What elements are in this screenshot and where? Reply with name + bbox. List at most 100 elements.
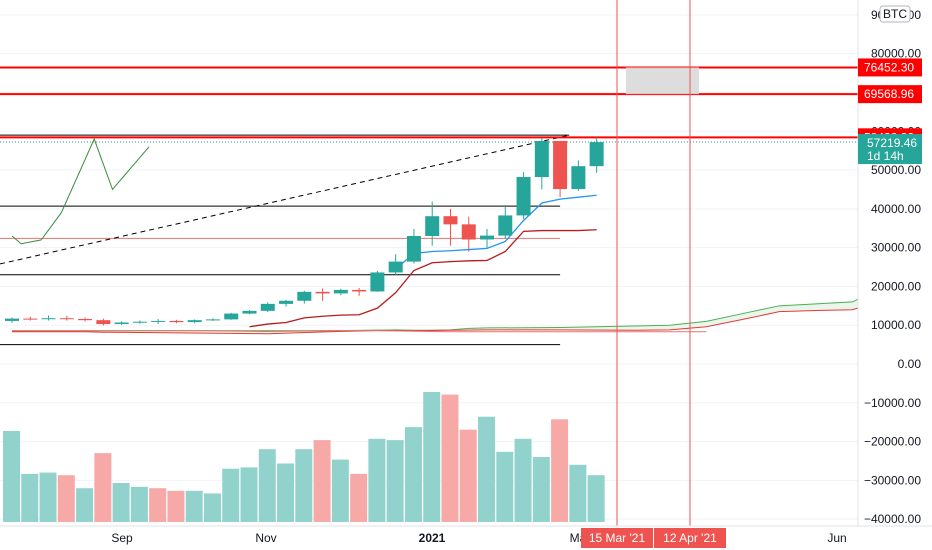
volume-bar xyxy=(222,468,240,522)
volume-bar xyxy=(496,451,514,522)
price-tick-label: 50000.00 xyxy=(871,163,921,177)
last-price-tag-text: 57219.46 xyxy=(867,136,917,150)
candle-body xyxy=(169,320,184,323)
price-tick-label: 10000.00 xyxy=(871,318,921,332)
volume-bar xyxy=(39,472,57,522)
candle-body xyxy=(388,261,403,273)
volume-bar xyxy=(441,394,459,522)
level-price-tag-text: 76452.30 xyxy=(864,60,914,74)
price-tick-label: −20000.00 xyxy=(864,435,921,449)
candle-body xyxy=(187,320,202,323)
volume-bar xyxy=(532,457,550,522)
volume-bar xyxy=(149,488,167,522)
candle-body xyxy=(425,216,440,236)
candle-body xyxy=(498,215,513,236)
price-tick-label: 40000.00 xyxy=(871,202,921,216)
candle-body xyxy=(571,166,586,190)
level-price-tag-text: 69568.96 xyxy=(864,87,914,101)
cloud-fill xyxy=(12,284,889,334)
candle-body xyxy=(224,313,239,320)
volume-bar xyxy=(258,449,276,522)
candle-body xyxy=(205,319,220,321)
price-axis[interactable]: 90000.0080000.0070000.0060000.0050000.00… xyxy=(857,0,932,550)
price-tick-label: −40000.00 xyxy=(864,512,921,526)
zone-rect xyxy=(625,67,699,95)
volume-bar xyxy=(203,493,221,522)
moving-averages xyxy=(11,137,597,328)
time-tick-label: 2021 xyxy=(419,531,446,545)
candle-body xyxy=(23,318,38,320)
highlight-zone xyxy=(625,67,699,95)
trend-line xyxy=(0,134,570,265)
red-flat-line xyxy=(12,330,707,333)
price-axis-bg xyxy=(858,0,932,550)
volume-bar xyxy=(112,483,130,522)
green-indicator-line xyxy=(11,137,150,245)
volume-bar xyxy=(331,459,349,522)
volume-bar xyxy=(3,431,20,522)
date-highlight-tag xyxy=(581,528,653,548)
candles xyxy=(5,137,604,326)
cloud-lower-line xyxy=(12,297,890,335)
last-price-tag xyxy=(858,134,922,165)
symbol-badge-text: BTC xyxy=(883,7,907,21)
candle-body xyxy=(114,322,129,325)
time-axis-bg xyxy=(0,526,932,550)
volume-bar xyxy=(478,416,496,522)
volume-bar xyxy=(130,486,148,522)
volume-bar xyxy=(459,429,477,522)
candle-body xyxy=(370,272,385,292)
volume-bar xyxy=(350,473,368,522)
volume-bar xyxy=(277,463,295,522)
candle-body xyxy=(41,318,56,320)
horizontal-lines xyxy=(0,66,858,346)
candle-body xyxy=(589,142,604,167)
volume-bars xyxy=(3,392,605,522)
blue-ma-line xyxy=(395,194,597,270)
candle-body xyxy=(461,224,476,240)
price-tick-label: 80000.00 xyxy=(871,47,921,61)
candle-body xyxy=(406,235,421,262)
time-tick-label: Jun xyxy=(827,531,846,545)
candle-body xyxy=(333,289,348,294)
candle-body xyxy=(151,320,166,322)
candle-body xyxy=(5,318,19,321)
candle-body xyxy=(132,321,147,323)
date-highlight-text: 12 Apr '21 xyxy=(663,531,717,545)
level-price-tag xyxy=(858,85,922,104)
candle-body xyxy=(96,320,111,325)
date-highlight-tag xyxy=(654,528,726,548)
candle-body xyxy=(480,235,495,240)
ichimoku-cloud xyxy=(11,284,890,335)
level-price-tag xyxy=(858,58,922,77)
volume-bar xyxy=(551,419,569,522)
volume-bar xyxy=(76,488,94,522)
candle-body xyxy=(352,289,367,292)
candle-body xyxy=(242,310,257,314)
volume-bar xyxy=(57,475,75,522)
time-tick-label: Nov xyxy=(255,531,276,545)
volume-bar xyxy=(587,475,605,522)
volume-bar xyxy=(514,438,532,522)
candle-body xyxy=(516,177,531,216)
candle-body xyxy=(443,216,458,225)
candle-body xyxy=(78,319,93,321)
price-tick-label: −10000.00 xyxy=(864,396,921,410)
volume-bar xyxy=(21,473,39,522)
candle-body xyxy=(534,140,549,178)
volume-bar xyxy=(185,490,203,522)
cloud-upper-line xyxy=(11,284,890,332)
volume-bar xyxy=(423,392,441,522)
volume-bar xyxy=(240,467,258,522)
volume-bar xyxy=(386,440,404,522)
volume-bar xyxy=(167,490,185,522)
candle-body xyxy=(315,291,330,294)
volume-bar xyxy=(295,449,313,522)
candle-body xyxy=(297,291,312,301)
time-tick-label: Sep xyxy=(111,531,133,545)
volume-bar xyxy=(368,438,386,522)
candle-body xyxy=(279,300,294,304)
